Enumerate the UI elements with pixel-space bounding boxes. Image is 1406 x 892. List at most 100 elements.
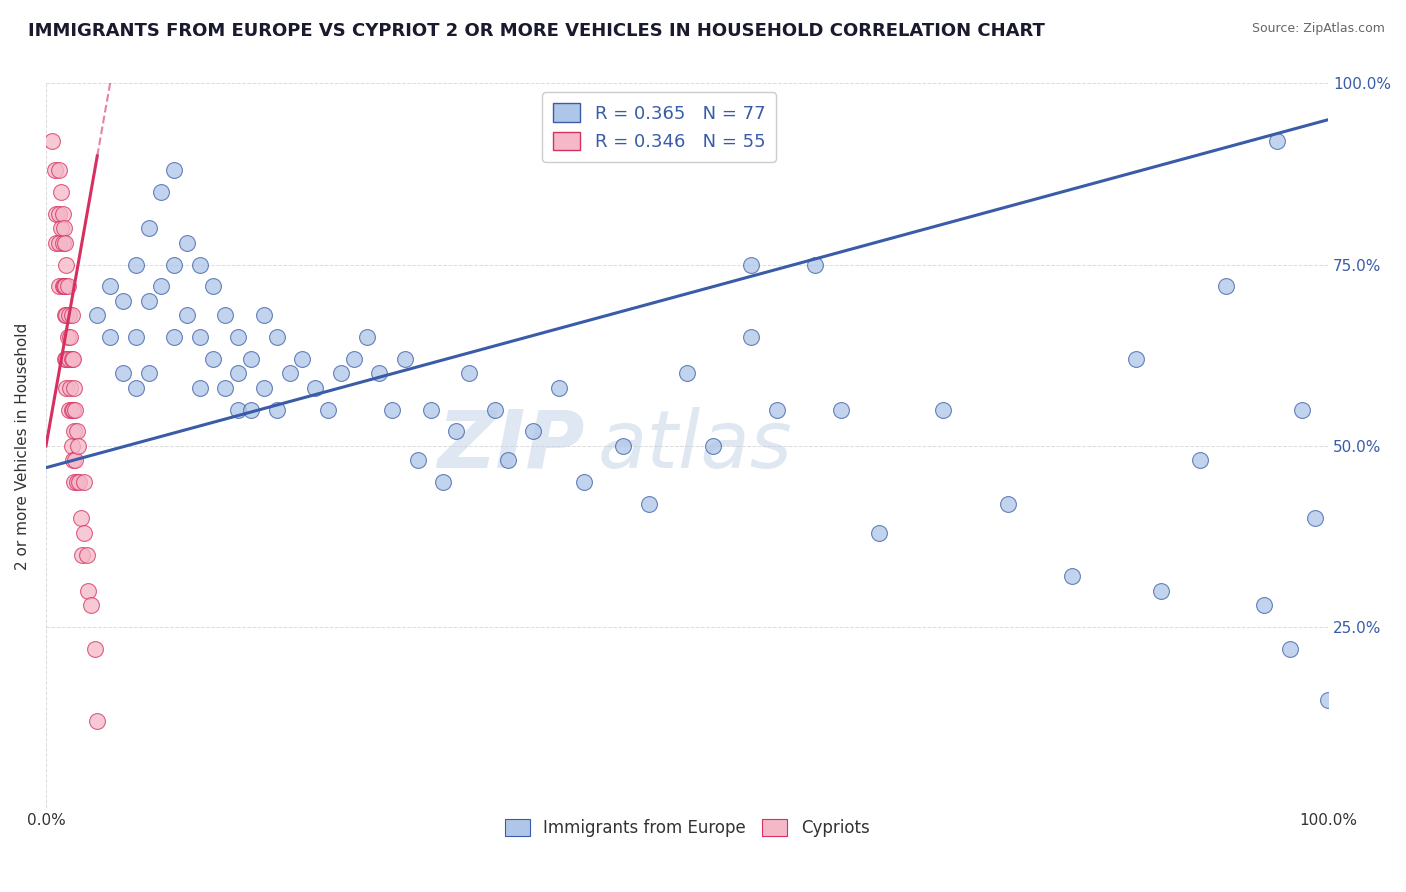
Point bbox=[394, 351, 416, 366]
Point bbox=[125, 381, 148, 395]
Point bbox=[53, 279, 76, 293]
Point bbox=[201, 351, 224, 366]
Point bbox=[368, 367, 391, 381]
Point bbox=[356, 330, 378, 344]
Point bbox=[51, 185, 73, 199]
Point bbox=[343, 351, 366, 366]
Point bbox=[52, 235, 75, 250]
Point bbox=[163, 163, 186, 178]
Point bbox=[188, 330, 211, 344]
Point bbox=[111, 367, 134, 381]
Point bbox=[125, 330, 148, 344]
Point bbox=[59, 381, 82, 395]
Text: ZIP: ZIP bbox=[437, 407, 585, 485]
Point bbox=[55, 381, 77, 395]
Point bbox=[1188, 453, 1211, 467]
Point bbox=[176, 309, 198, 323]
Point bbox=[52, 279, 75, 293]
Text: atlas: atlas bbox=[598, 407, 792, 485]
Point bbox=[240, 351, 263, 366]
Point bbox=[138, 367, 160, 381]
Point bbox=[997, 497, 1019, 511]
Point bbox=[41, 135, 63, 149]
Point bbox=[1253, 599, 1275, 613]
Point bbox=[45, 207, 67, 221]
Point bbox=[98, 330, 121, 344]
Point bbox=[214, 309, 236, 323]
Point bbox=[55, 351, 77, 366]
Point bbox=[676, 367, 699, 381]
Point bbox=[226, 402, 249, 417]
Point bbox=[1150, 583, 1173, 598]
Point bbox=[1291, 402, 1313, 417]
Point bbox=[176, 235, 198, 250]
Point bbox=[932, 402, 955, 417]
Point bbox=[522, 425, 544, 439]
Point bbox=[765, 402, 787, 417]
Point bbox=[484, 402, 506, 417]
Point bbox=[188, 381, 211, 395]
Point bbox=[66, 425, 89, 439]
Point bbox=[70, 548, 93, 562]
Point bbox=[62, 402, 84, 417]
Point bbox=[226, 367, 249, 381]
Point bbox=[574, 475, 596, 490]
Point bbox=[80, 599, 103, 613]
Point bbox=[73, 475, 96, 490]
Point bbox=[188, 258, 211, 272]
Point bbox=[63, 425, 86, 439]
Point bbox=[48, 163, 70, 178]
Point bbox=[253, 381, 276, 395]
Point bbox=[253, 309, 276, 323]
Point bbox=[740, 330, 762, 344]
Point bbox=[62, 453, 84, 467]
Point bbox=[1278, 642, 1301, 657]
Point bbox=[58, 402, 80, 417]
Point bbox=[316, 402, 339, 417]
Point bbox=[59, 330, 82, 344]
Point bbox=[138, 221, 160, 235]
Point bbox=[138, 293, 160, 308]
Point bbox=[637, 497, 659, 511]
Point bbox=[53, 351, 76, 366]
Point bbox=[56, 279, 79, 293]
Point bbox=[740, 258, 762, 272]
Point bbox=[458, 367, 481, 381]
Point bbox=[51, 221, 73, 235]
Point bbox=[150, 185, 173, 199]
Point bbox=[58, 351, 80, 366]
Point bbox=[86, 309, 108, 323]
Point bbox=[83, 642, 105, 657]
Text: Source: ZipAtlas.com: Source: ZipAtlas.com bbox=[1251, 22, 1385, 36]
Point bbox=[73, 525, 96, 540]
Point bbox=[55, 258, 77, 272]
Point bbox=[66, 475, 89, 490]
Point bbox=[868, 525, 890, 540]
Point bbox=[62, 351, 84, 366]
Point bbox=[98, 279, 121, 293]
Point bbox=[304, 381, 326, 395]
Point bbox=[804, 258, 827, 272]
Point bbox=[432, 475, 454, 490]
Point bbox=[125, 258, 148, 272]
Text: IMMIGRANTS FROM EUROPE VS CYPRIOT 2 OR MORE VEHICLES IN HOUSEHOLD CORRELATION CH: IMMIGRANTS FROM EUROPE VS CYPRIOT 2 OR M… bbox=[28, 22, 1045, 40]
Legend: Immigrants from Europe, Cypriots: Immigrants from Europe, Cypriots bbox=[498, 812, 876, 844]
Point bbox=[60, 402, 83, 417]
Y-axis label: 2 or more Vehicles in Household: 2 or more Vehicles in Household bbox=[15, 322, 30, 570]
Point bbox=[226, 330, 249, 344]
Point bbox=[547, 381, 569, 395]
Point bbox=[446, 425, 468, 439]
Point bbox=[1215, 279, 1237, 293]
Point bbox=[201, 279, 224, 293]
Point bbox=[48, 279, 70, 293]
Point bbox=[702, 439, 724, 453]
Point bbox=[67, 475, 90, 490]
Point bbox=[86, 714, 108, 729]
Point bbox=[48, 235, 70, 250]
Point bbox=[612, 439, 634, 453]
Point bbox=[66, 439, 89, 453]
Point bbox=[1317, 692, 1340, 706]
Point bbox=[150, 279, 173, 293]
Point bbox=[44, 163, 66, 178]
Point bbox=[45, 235, 67, 250]
